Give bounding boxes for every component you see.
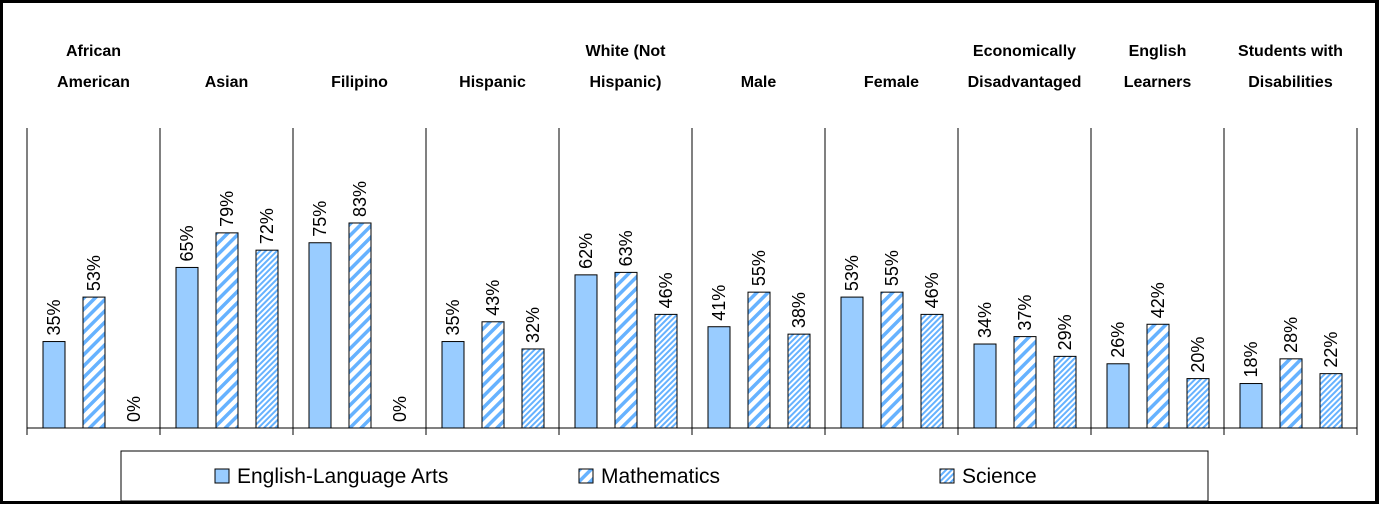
data-label-math-hispanic: 43% (483, 280, 503, 316)
category-label-filipino: Filipino (331, 74, 388, 91)
category-label-line: Female (864, 74, 919, 91)
data-label-math-white-not-hispanic: 63% (616, 230, 636, 266)
category-label-line: Asian (205, 74, 249, 91)
data-label-science-filipino: 0% (390, 396, 410, 422)
data-label-ela-hispanic: 35% (443, 300, 463, 336)
bar-ela-female (840, 296, 864, 429)
bar-math-male (747, 291, 771, 429)
data-label-science-asian: 72% (257, 208, 277, 244)
data-label-math-students-with-disabilities: 28% (1281, 317, 1301, 353)
data-label-science-students-with-disabilities: 22% (1321, 332, 1341, 368)
legend: English-Language Arts Mathematics Science (120, 450, 1209, 502)
category-label-line: White (Not (586, 43, 667, 60)
category-label-male: Male (741, 74, 777, 91)
category-label-line: Disabilities (1248, 74, 1333, 91)
bar-ela-african-american (42, 341, 66, 429)
legend-box (120, 450, 1209, 502)
data-label-math-asian: 79% (217, 191, 237, 227)
category-label-african-american: African American (57, 43, 130, 91)
data-label-ela-female: 53% (842, 255, 862, 291)
plot-area: African American 35% 53% 0% Asian 65% 79% 72% Fil… (26, 43, 1358, 435)
category-label-line: Students with (1238, 43, 1343, 60)
bar-science-female (920, 313, 944, 429)
data-label-ela-english-learners: 26% (1108, 322, 1128, 358)
category-label-line: Disadvantaged (968, 74, 1082, 91)
category-label-asian: Asian (205, 74, 249, 91)
category-label-line: African (66, 43, 121, 60)
bar-ela-filipino (308, 242, 332, 429)
legend-swatch-ela (214, 468, 230, 484)
category-label-line: Male (741, 74, 777, 91)
bar-math-english-learners (1146, 323, 1170, 429)
data-label-math-economically-disadvantaged: 37% (1015, 295, 1035, 331)
bar-ela-male (707, 326, 731, 429)
category-label-line: Economically (973, 43, 1076, 60)
category-label-economically-disadvantaged: Economically Disadvantaged (968, 43, 1082, 91)
legend-swatch-science (939, 468, 955, 484)
data-label-math-female: 55% (882, 250, 902, 286)
category-label-students-with-disabilities: Students with Disabilities (1238, 43, 1343, 91)
data-label-science-male: 38% (789, 292, 809, 328)
bar-science-economically-disadvantaged (1053, 355, 1077, 429)
legend-swatch-math (578, 468, 594, 484)
category-label-line: Filipino (331, 74, 388, 91)
bar-ela-economically-disadvantaged (973, 343, 997, 429)
bar-chart: African American 35% 53% 0% Asian 65% 79% 72% Fil… (26, 43, 1358, 502)
bar-science-hispanic (521, 348, 545, 429)
data-label-science-african-american: 0% (124, 396, 144, 422)
bar-science-english-learners (1186, 378, 1210, 429)
data-label-science-english-learners: 20% (1188, 337, 1208, 373)
data-label-ela-students-with-disabilities: 18% (1241, 342, 1261, 378)
bar-science-students-with-disabilities (1319, 373, 1343, 429)
data-label-ela-white-not-hispanic: 62% (576, 233, 596, 269)
legend-label-math: Mathematics (601, 465, 720, 488)
category-label-white-not-hispanic: White (Not Hispanic) (586, 43, 667, 91)
bar-ela-english-learners (1106, 363, 1130, 429)
bar-math-students-with-disabilities (1279, 358, 1303, 429)
category-label-line: Hispanic (459, 74, 526, 91)
category-label-english-learners: English Learners (1124, 43, 1192, 91)
data-label-math-english-learners: 42% (1148, 282, 1168, 318)
category-label-line: American (57, 74, 130, 91)
bar-math-filipino (348, 222, 372, 429)
bar-math-african-american (82, 296, 106, 429)
data-label-ela-filipino: 75% (310, 201, 330, 237)
data-label-science-white-not-hispanic: 46% (656, 272, 676, 308)
bar-ela-hispanic (441, 341, 465, 429)
bar-math-white-not-hispanic (614, 271, 638, 429)
bar-science-male (787, 333, 811, 429)
bar-ela-white-not-hispanic (574, 274, 598, 429)
data-label-science-female: 46% (922, 272, 942, 308)
category-label-line: English (1129, 43, 1187, 60)
bar-science-white-not-hispanic (654, 313, 678, 429)
bar-ela-students-with-disabilities (1239, 383, 1263, 429)
category-label-line: Learners (1124, 74, 1192, 91)
bar-math-female (880, 291, 904, 429)
category-label-hispanic: Hispanic (459, 74, 526, 91)
data-label-science-economically-disadvantaged: 29% (1055, 314, 1075, 350)
bar-science-asian (255, 249, 279, 429)
data-label-math-male: 55% (749, 250, 769, 286)
data-label-ela-asian: 65% (177, 225, 197, 261)
bar-ela-asian (175, 266, 199, 429)
data-label-math-african-american: 53% (84, 255, 104, 291)
data-label-ela-male: 41% (709, 285, 729, 321)
bar-math-hispanic (481, 321, 505, 429)
category-label-female: Female (864, 74, 919, 91)
bar-math-asian (215, 232, 239, 429)
data-label-math-filipino: 83% (350, 181, 370, 217)
bar-math-economically-disadvantaged (1013, 336, 1037, 429)
data-label-ela-african-american: 35% (44, 300, 64, 336)
legend-label-science: Science (962, 465, 1037, 488)
data-label-science-hispanic: 32% (523, 307, 543, 343)
data-label-ela-economically-disadvantaged: 34% (975, 302, 995, 338)
legend-label-ela: English-Language Arts (237, 465, 448, 488)
category-label-line: Hispanic) (589, 74, 661, 91)
